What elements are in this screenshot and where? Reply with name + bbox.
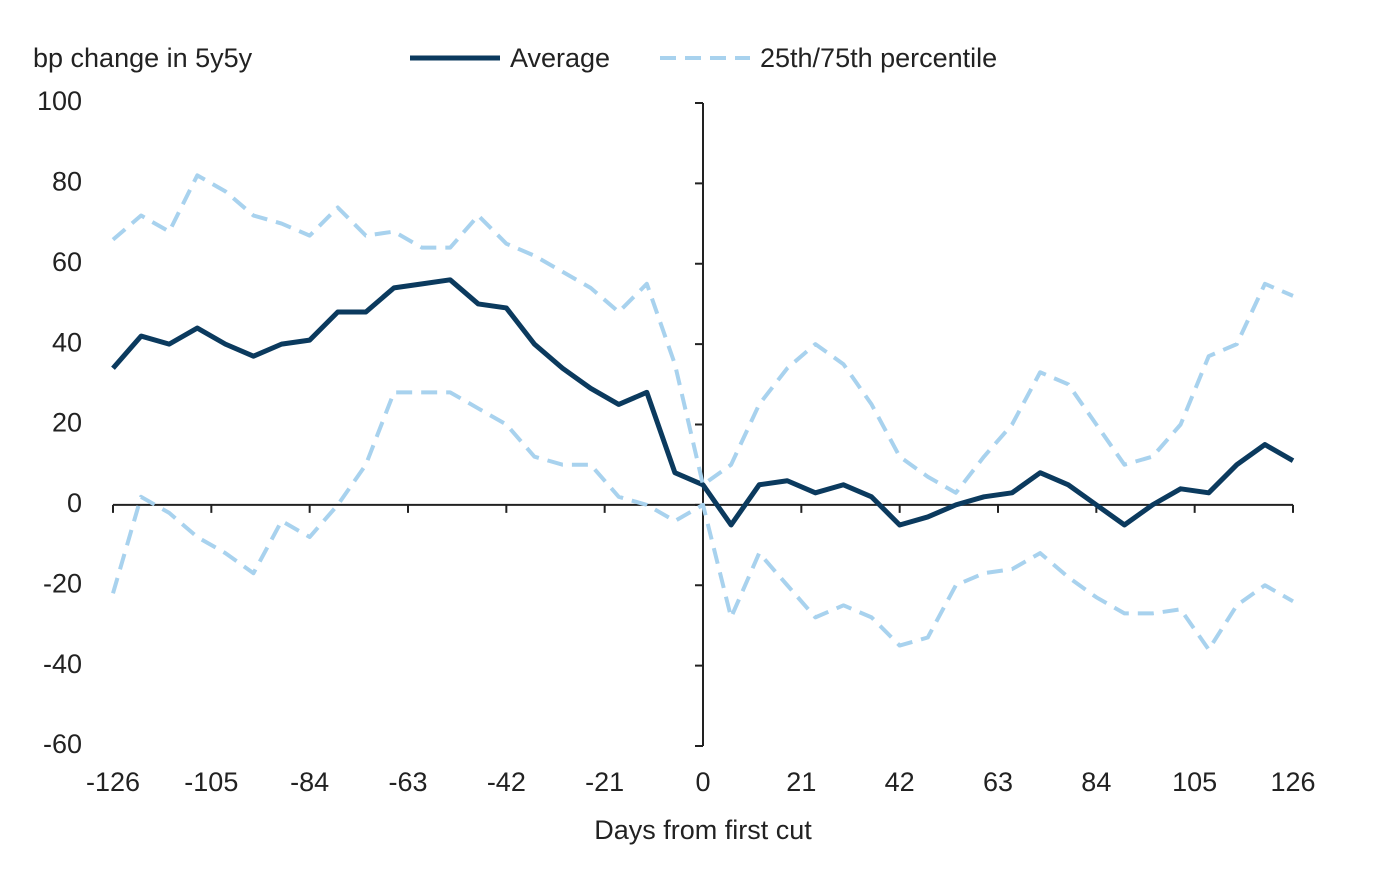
x-tick-label: 0 bbox=[695, 767, 710, 797]
x-tick-label: 63 bbox=[983, 767, 1013, 797]
y-axis-label: bp change in 5y5y bbox=[33, 43, 253, 73]
x-tick-label: -63 bbox=[388, 767, 427, 797]
y-tick-label: 0 bbox=[67, 488, 82, 518]
legend-label: Average bbox=[510, 43, 610, 73]
y-tick-label: -60 bbox=[43, 729, 82, 759]
x-tick-label: 105 bbox=[1172, 767, 1217, 797]
series-line bbox=[111, 277, 1295, 528]
x-tick-label: 126 bbox=[1270, 767, 1315, 797]
y-tick-label: -40 bbox=[43, 649, 82, 679]
series-line bbox=[111, 390, 1294, 652]
x-tick-label: 21 bbox=[786, 767, 816, 797]
x-tick-label: -126 bbox=[86, 767, 140, 797]
y-tick-label: 20 bbox=[52, 408, 82, 438]
legend-label: 25th/75th percentile bbox=[760, 43, 997, 73]
y-tick-label: 60 bbox=[52, 247, 82, 277]
x-tick-label: -84 bbox=[290, 767, 329, 797]
x-tick-label: -105 bbox=[184, 767, 238, 797]
x-tick-label: -21 bbox=[585, 767, 624, 797]
y-tick-label: -20 bbox=[43, 568, 82, 598]
y-tick-label: 40 bbox=[52, 327, 82, 357]
x-axis-label: Days from first cut bbox=[594, 815, 812, 845]
series-line bbox=[111, 173, 1294, 495]
x-tick-label: 84 bbox=[1081, 767, 1111, 797]
x-tick-label: 42 bbox=[885, 767, 915, 797]
x-tick-label: -42 bbox=[487, 767, 526, 797]
y-tick-label: 100 bbox=[37, 86, 82, 116]
y-tick-label: 80 bbox=[52, 167, 82, 197]
